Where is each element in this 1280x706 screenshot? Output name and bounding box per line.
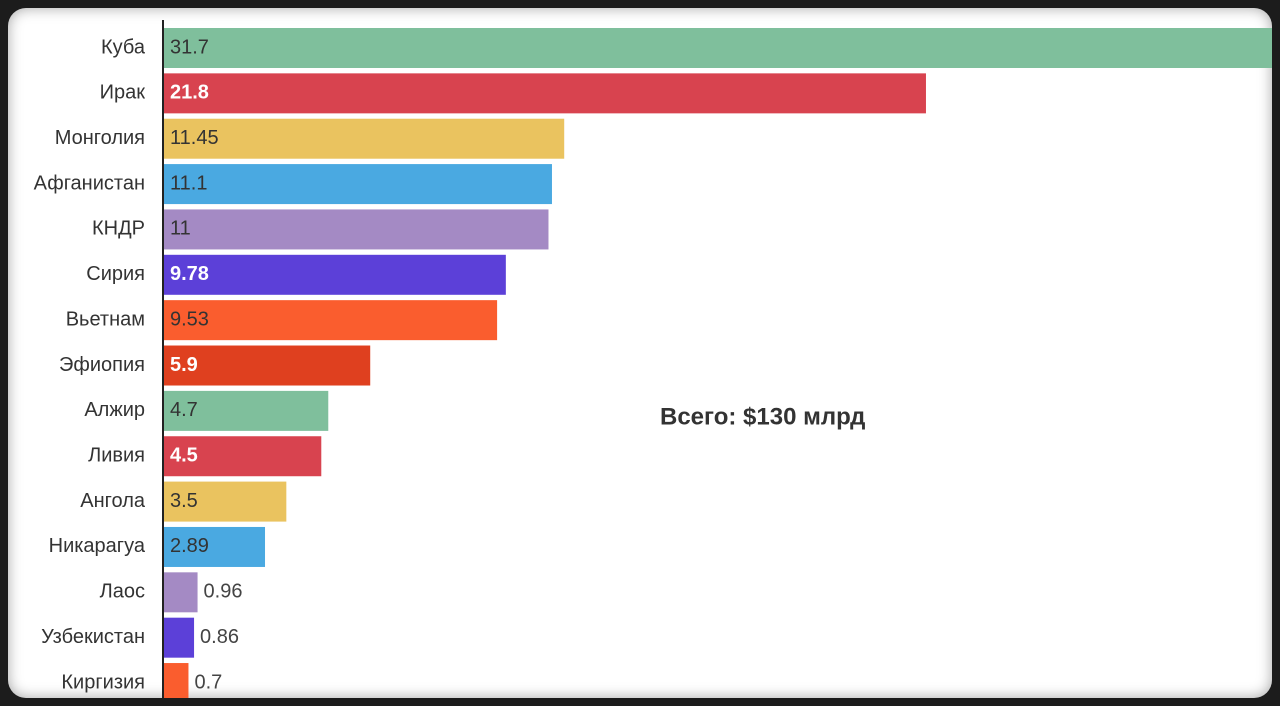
value-label: 31.7 (170, 36, 209, 58)
annotation: Всего: $130 млрд (660, 403, 865, 430)
bar (164, 481, 287, 522)
bar (164, 254, 506, 295)
value-label: 9.78 (170, 263, 209, 285)
category-label: Сирия (86, 263, 145, 285)
bar (164, 617, 195, 658)
chart: Всего: $130 млрд Куба 31.7 Ирак 21.8 Монголи… (34, 20, 1272, 698)
category-label: Никарагуа (49, 535, 146, 557)
value-label: 0.86 (200, 626, 239, 648)
category-label: КНДР (92, 218, 145, 240)
category-label: Лаос (100, 581, 145, 603)
value-label: 0.96 (204, 581, 243, 603)
bar (164, 118, 565, 159)
bar (164, 73, 926, 114)
bar (164, 209, 549, 250)
bar (164, 572, 198, 613)
category-label: Ливия (88, 445, 145, 467)
category-label: Ирак (100, 82, 146, 104)
bar (164, 300, 498, 341)
value-label: 5.9 (170, 354, 198, 376)
value-label: 4.5 (170, 445, 198, 467)
value-label: 21.8 (170, 82, 209, 104)
value-label: 0.7 (194, 671, 222, 693)
value-label: 9.53 (170, 308, 209, 330)
value-label: 2.89 (170, 535, 209, 557)
value-label: 11.1 (170, 172, 207, 194)
bar (164, 345, 371, 386)
category-label: Алжир (84, 399, 145, 421)
value-label: 3.5 (170, 490, 198, 512)
category-label: Куба (101, 36, 146, 58)
category-label: Эфиопия (59, 354, 145, 376)
bar (164, 663, 189, 698)
bar (164, 28, 1272, 68)
bar (164, 390, 329, 431)
bar (164, 164, 552, 205)
category-label: Вьетнам (66, 308, 145, 330)
value-label: 11.45 (170, 127, 219, 149)
category-label: Ангола (80, 490, 146, 512)
category-label: Афганистан (34, 172, 145, 194)
value-label: 4.7 (170, 399, 198, 421)
bar (164, 526, 266, 567)
category-label: Монголия (55, 127, 145, 149)
bar (164, 436, 322, 477)
category-label: Киргизия (61, 671, 145, 693)
chart-frame: Всего: $130 млрд Куба 31.7 Ирак 21.8 Монголи… (8, 8, 1272, 698)
category-label: Узбекистан (41, 626, 145, 648)
value-label: 11 (170, 218, 191, 240)
